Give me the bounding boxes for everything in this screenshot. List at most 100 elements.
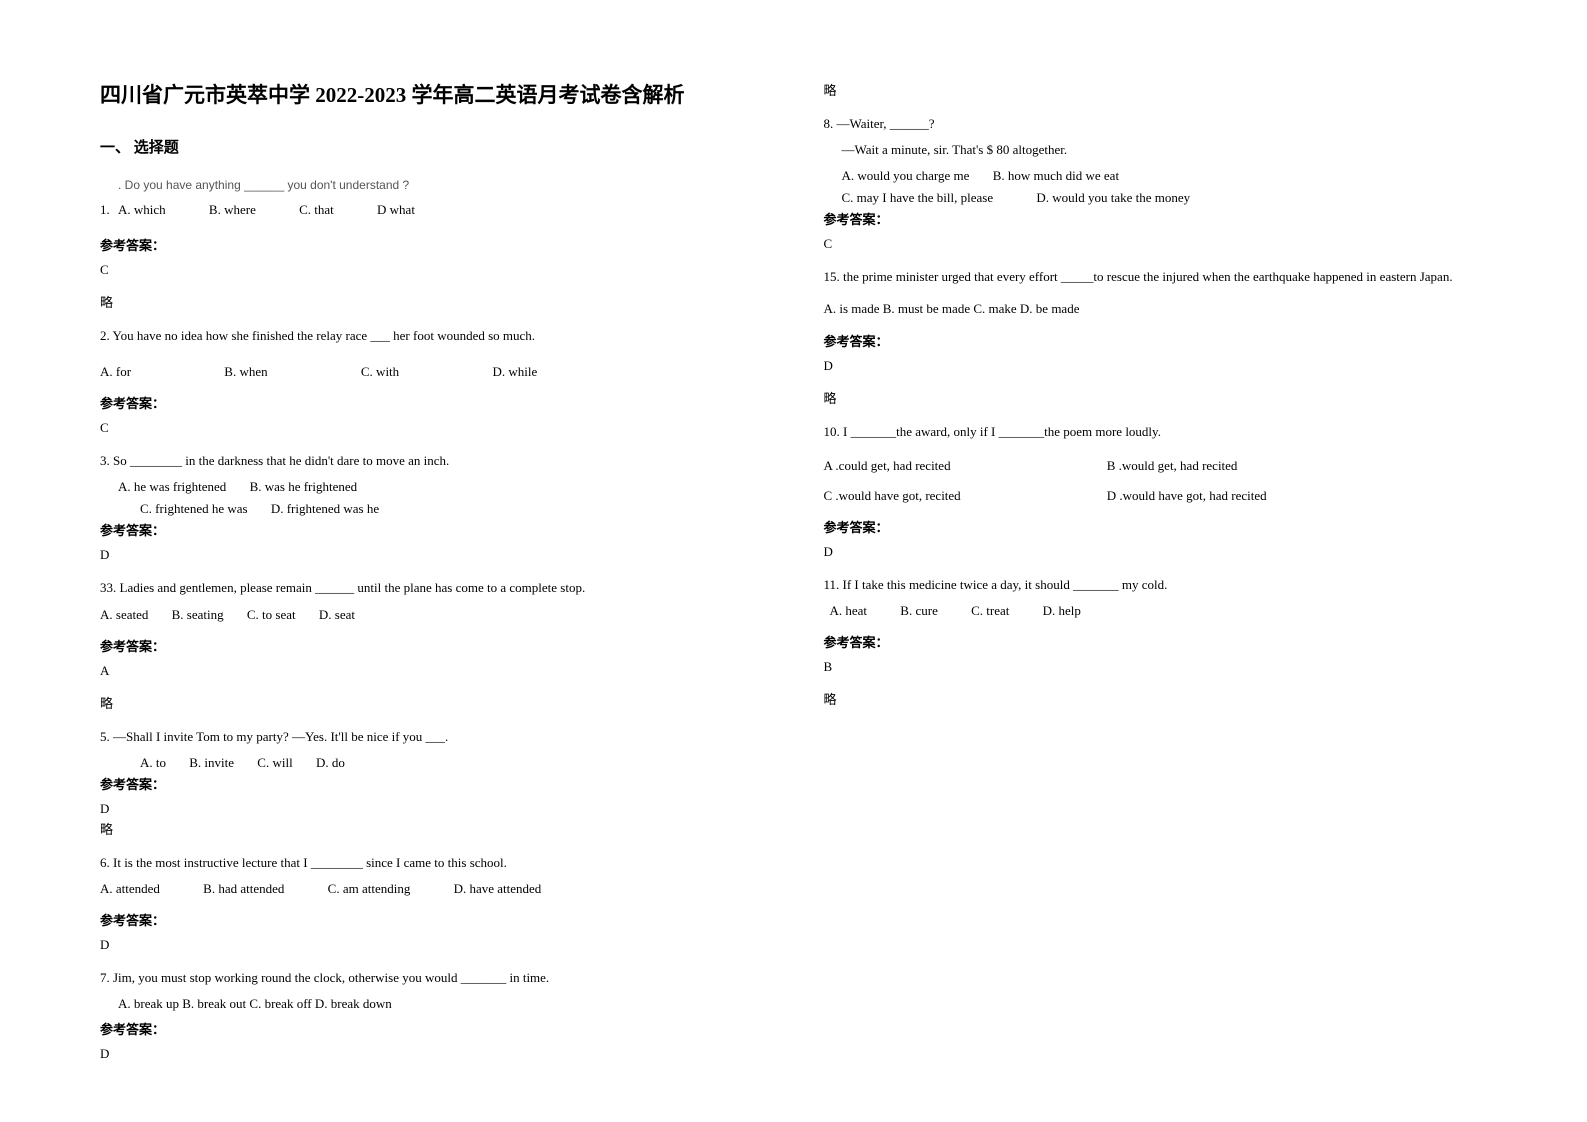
q8-options-row2: C. may I have the bill, please D. would … [824,187,1488,209]
q6-opt-a: A. attended [100,878,160,900]
q1-ans-label: 参考答案： [100,235,764,254]
q11-opt-d: D. help [1043,600,1081,622]
q2-ans: C [100,420,764,436]
q5-opt-c: C. will [257,752,292,774]
question-1: . Do you have anything ______ you don't … [100,175,764,311]
q9-note: 略 [824,388,1488,407]
q8-opt-c: C. may I have the bill, please [842,187,994,209]
question-11: 11. If I take this medicine twice a day,… [824,574,1488,708]
section-heading: 一、 选择题 [100,136,764,157]
q3-text: 3. So ________ in the darkness that he d… [100,450,764,472]
q8-opt-d: D. would you take the money [1036,187,1190,209]
question-8: 8. —Waiter, ______? —Wait a minute, sir.… [824,113,1488,252]
q5-ans: D [100,801,764,817]
q2-opt-a: A. for [100,361,131,383]
q10-ans: D [824,544,1488,560]
q2-ans-label: 参考答案： [100,393,764,412]
q7-text: 7. Jim, you must stop working round the … [100,967,764,989]
q4-options: A. seated B. seating C. to seat D. seat [100,604,764,626]
q2-opt-c: C. with [361,361,399,383]
question-3: 3. So ________ in the darkness that he d… [100,450,764,563]
q5-note: 略 [100,819,764,838]
q4-text: 33. Ladies and gentlemen, please remain … [100,577,764,599]
q4-opt-b: B. seating [172,604,224,626]
q4-opt-a: A. seated [100,604,148,626]
q5-opt-d: D. do [316,752,345,774]
q9-ans: D [824,358,1488,374]
q8-ans-label: 参考答案： [824,209,1488,228]
q1-opt-c: C. that [299,199,334,221]
q6-ans: D [100,937,764,953]
q10-options-row2: C .would have got, recited D .would have… [824,485,1488,507]
q8-line1: 8. —Waiter, ______? [824,113,1488,135]
q2-opt-b: B. when [224,361,267,383]
q7-options: A. break up B. break out C. break off D.… [100,993,764,1015]
q6-ans-label: 参考答案： [100,910,764,929]
q3-opt-d: D. frightened was he [271,498,379,520]
q1-opt-a: A. which [118,199,166,221]
q5-opt-a: A. to [140,752,166,774]
q8-options-row1: A. would you charge me B. how much did w… [824,165,1488,187]
q10-text: 10. I _______the award, only if I ______… [824,421,1488,443]
q3-opt-c: C. frightened he was [140,498,248,520]
q5-ans-label: 参考答案： [100,774,764,793]
q3-ans: D [100,547,764,563]
question-4: 33. Ladies and gentlemen, please remain … [100,577,764,711]
question-9: 15. the prime minister urged that every … [824,266,1488,406]
q1-opt-d: D what [377,199,415,221]
q10-options-row1: A .could get, had recited B .would get, … [824,455,1488,477]
q10-opt-b: B .would get, had recited [1107,455,1238,477]
q5-opt-b: B. invite [189,752,234,774]
q6-opt-d: D. have attended [454,878,542,900]
q1-num: 1. [100,199,118,221]
q3-opt-a: A. he was frightened [118,476,226,498]
question-6-opts: A. attended B. had attended C. am attend… [100,878,764,953]
q3-opt-b: B. was he frightened [250,476,358,498]
q4-opt-d: D. seat [319,604,355,626]
q11-opt-a: A. heat [830,600,868,622]
q3-options-row2: C. frightened he was D. frightened was h… [100,498,764,520]
question-10: 10. I _______the award, only if I ______… [824,421,1488,560]
q8-ans: C [824,236,1488,252]
q9-text: 15. the prime minister urged that every … [824,266,1488,288]
q11-opt-b: B. cure [900,600,938,622]
q6-options: A. attended B. had attended C. am attend… [100,878,764,900]
q6-opt-b: B. had attended [203,878,284,900]
q1-opt-b: B. where [209,199,256,221]
q11-text: 11. If I take this medicine twice a day,… [824,574,1488,596]
q8-line2: —Wait a minute, sir. That's $ 80 altoget… [824,139,1488,161]
q4-ans: A [100,663,764,679]
q4-note: 略 [100,693,764,712]
page-container: 四川省广元市英萃中学 2022-2023 学年高二英语月考试卷含解析 一、 选择… [100,80,1487,1082]
q1-options: A. which B. where C. that D what [118,199,455,225]
q2-text: 2. You have no idea how she finished the… [100,325,764,347]
q1-ans: C [100,262,764,278]
q10-opt-a: A .could get, had recited [824,455,1104,477]
q2-opt-d: D. while [492,361,537,383]
q10-opt-d: D .would have got, had recited [1107,485,1267,507]
q8-opt-a: A. would you charge me [842,165,970,187]
q1-note: 略 [100,292,764,311]
q2-options: A. for B. when C. with D. while [100,361,764,383]
q5-options: A. to B. invite C. will D. do [100,752,764,774]
q11-opt-c: C. treat [971,600,1009,622]
q7-ans-label: 参考答案： [100,1019,764,1038]
q11-ans: B [824,659,1488,675]
q3-options-row1: A. he was frightened B. was he frightene… [100,476,764,498]
q7-ans: D [100,1046,764,1062]
q11-ans-label: 参考答案： [824,632,1488,651]
q10-ans-label: 参考答案： [824,517,1488,536]
q1-text: . Do you have anything ______ you don't … [100,175,764,195]
question-2: 2. You have no idea how she finished the… [100,325,764,436]
q3-ans-label: 参考答案： [100,520,764,539]
q9-options: A. is made B. must be made C. make D. be… [824,298,1488,320]
q11-note: 略 [824,689,1488,708]
q10-opt-c: C .would have got, recited [824,485,1104,507]
q9-ans-label: 参考答案： [824,331,1488,350]
q6-opt-c: C. am attending [328,878,411,900]
q7-note: 略 [824,80,1488,99]
q4-ans-label: 参考答案： [100,636,764,655]
q6-text: 6. It is the most instructive lecture th… [100,852,764,874]
q4-opt-c: C. to seat [247,604,296,626]
q5-text: 5. —Shall I invite Tom to my party? —Yes… [100,726,764,748]
